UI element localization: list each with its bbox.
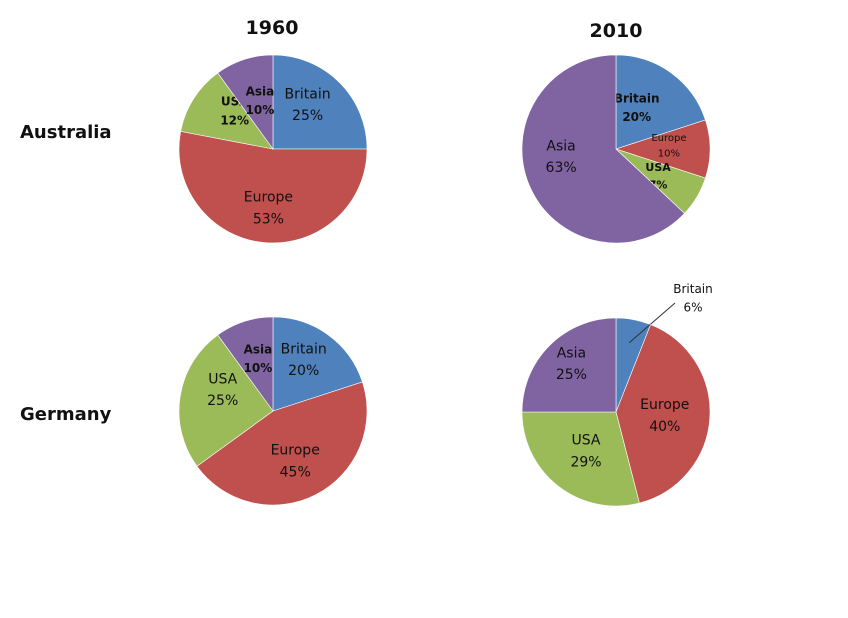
slice-label-asia: Asia <box>557 346 586 362</box>
slice-label-europe: Europe <box>651 133 686 144</box>
slice-value-usa: 12% <box>220 113 249 127</box>
column-header-1960: 1960 <box>246 17 299 39</box>
slice-value-europe: 40% <box>649 419 680 435</box>
slice-label-asia: Asia <box>546 139 575 155</box>
slice-asia <box>521 54 685 244</box>
slice-value-britain: 6% <box>683 301 702 315</box>
slice-value-britain: 20% <box>622 110 651 124</box>
slice-asia <box>521 317 617 413</box>
column-header-2010: 2010 <box>590 20 643 42</box>
pie-germany-2010: Britain 6% Europe 40% USA 29% Asia 25% <box>521 282 713 507</box>
slice-europe <box>196 381 368 506</box>
slice-europe <box>178 131 368 244</box>
slice-value-britain: 25% <box>292 108 323 124</box>
slice-value-usa: 25% <box>207 393 238 409</box>
slice-label-asia: Asia <box>246 84 275 98</box>
slice-value-europe: 53% <box>253 211 284 227</box>
pies-group: Britain 25% Europe 53% USA 12% Asia 10% Britain 2… <box>178 54 713 507</box>
slice-label-usa: USA <box>208 371 237 387</box>
slice-label-usa: USA <box>645 161 671 174</box>
leader-line-britain <box>628 302 676 344</box>
slice-label-europe: Europe <box>271 443 320 459</box>
slice-britain <box>272 316 363 412</box>
slice-label-britain: Britain <box>281 342 327 358</box>
slice-asia <box>217 316 274 412</box>
pie-germany-1960: Britain 20% Europe 45% USA 25% Asia 10% <box>178 316 368 506</box>
slice-asia <box>217 54 274 150</box>
slice-label-britain: Britain <box>285 87 331 103</box>
slice-europe <box>615 324 711 504</box>
slice-usa <box>178 334 274 467</box>
slice-value-usa: 29% <box>570 454 601 470</box>
slice-value-europe: 45% <box>280 464 311 480</box>
slice-label-europe: Europe <box>640 397 689 413</box>
slice-label-britain: Britain <box>614 91 660 105</box>
slice-value-asia: 25% <box>556 367 587 383</box>
slice-value-asia: 10% <box>244 361 273 375</box>
slice-label-europe: Europe <box>244 190 293 206</box>
row-header-australia: Australia <box>20 122 112 143</box>
slice-label-asia: Asia <box>244 342 273 356</box>
slice-usa <box>180 72 274 150</box>
slice-value-asia: 10% <box>246 103 275 117</box>
slice-value-asia: 63% <box>546 160 577 176</box>
slice-label-usa: USA <box>572 433 601 449</box>
slice-britain <box>615 54 706 150</box>
row-header-germany: Germany <box>20 404 112 425</box>
slice-britain <box>272 54 368 150</box>
slice-value-europe: 10% <box>658 148 680 159</box>
slice-usa <box>521 411 640 507</box>
slice-value-britain: 20% <box>288 363 319 379</box>
slice-label-britain: Britain <box>673 282 713 296</box>
